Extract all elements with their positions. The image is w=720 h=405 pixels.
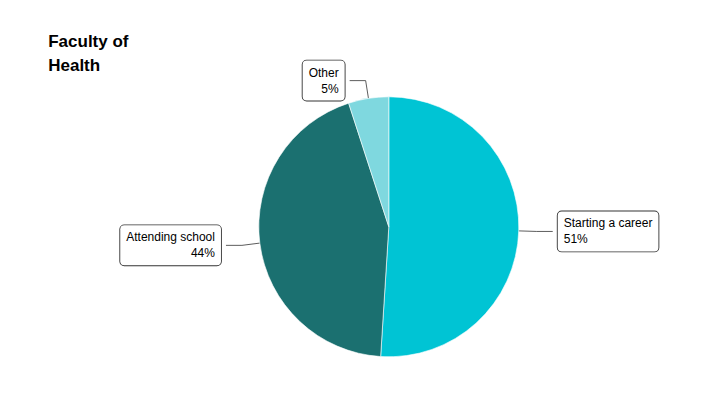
svg-text:Other: Other: [309, 66, 339, 80]
svg-text:Starting a career: Starting a career: [564, 216, 653, 230]
svg-text:Health: Health: [48, 56, 100, 75]
svg-text:Attending school: Attending school: [126, 230, 215, 244]
svg-text:51%: 51%: [564, 232, 588, 246]
svg-text:44%: 44%: [191, 246, 215, 260]
svg-text:Faculty of: Faculty of: [48, 32, 129, 51]
svg-text:5%: 5%: [321, 82, 339, 96]
